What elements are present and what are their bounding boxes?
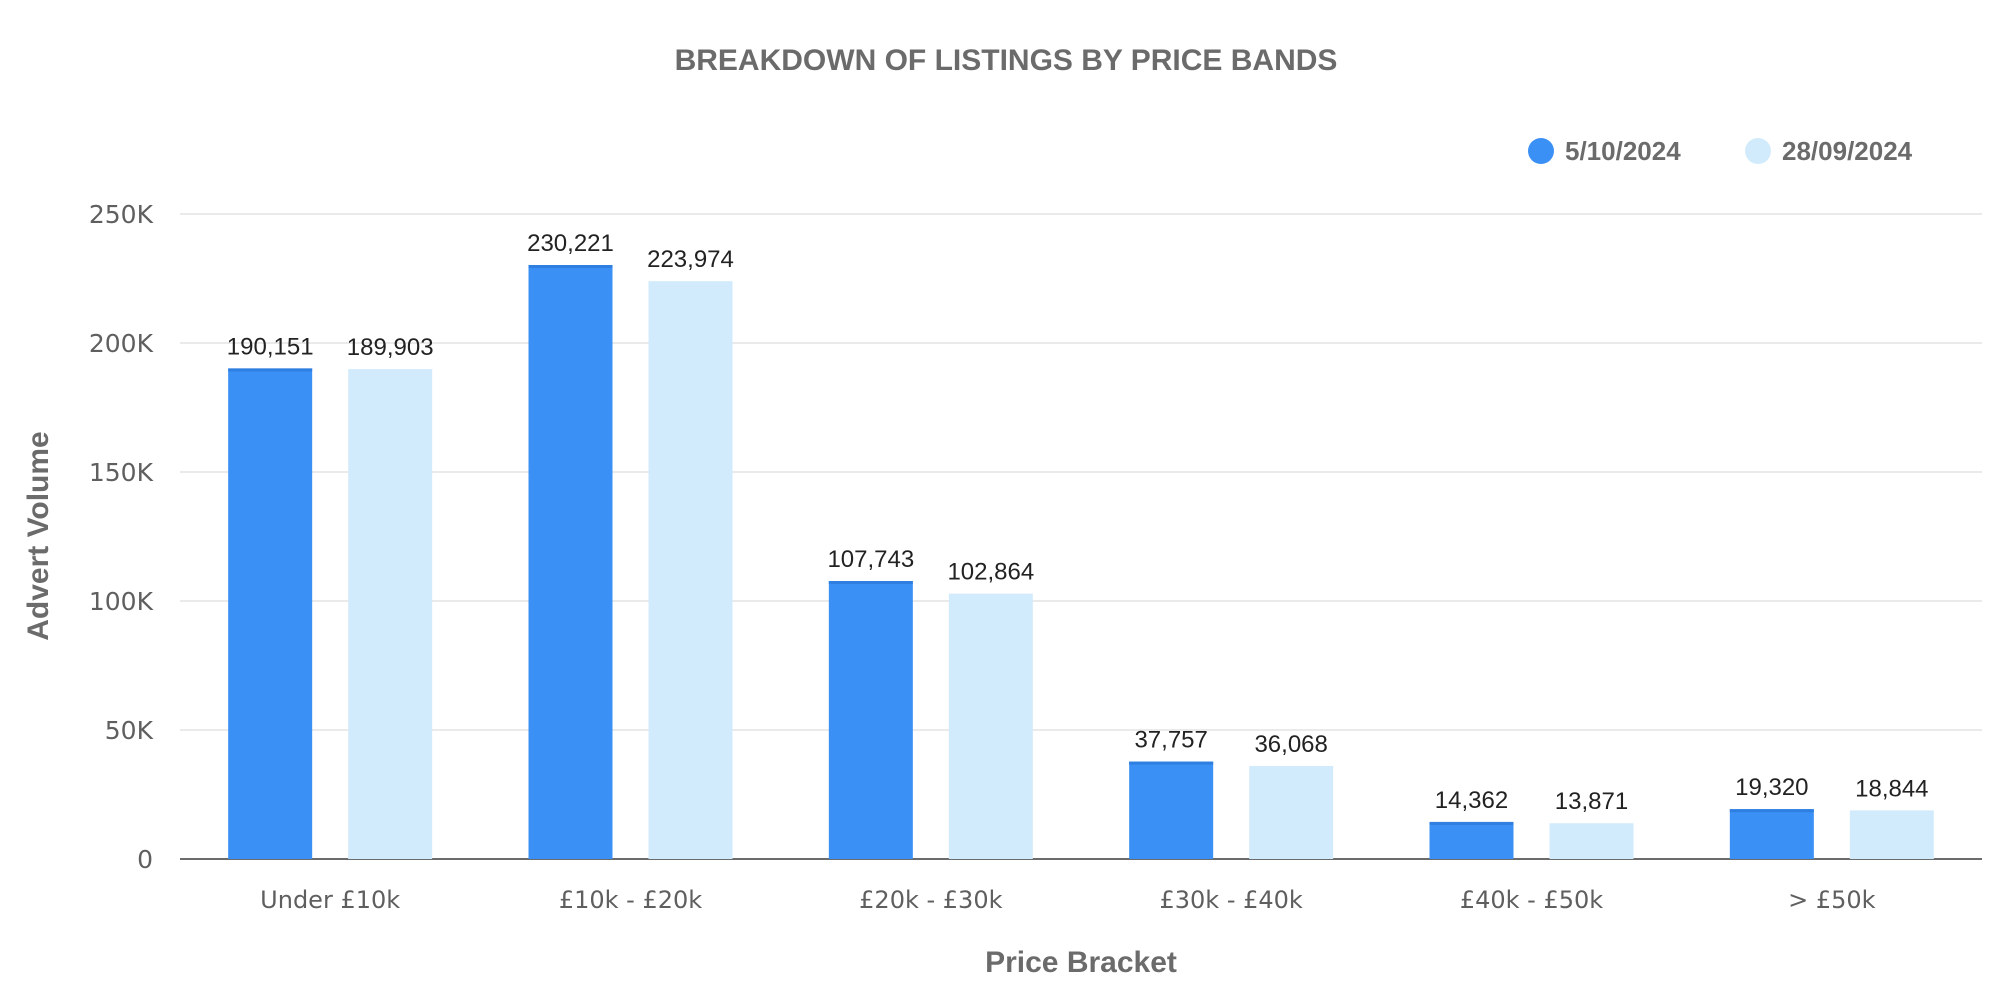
data-label: 19,320 bbox=[1735, 774, 1808, 801]
legend: 5/10/2024 28/09/2024 bbox=[1528, 136, 1913, 166]
data-labels: 190,151 189,903 230,221 223,974 107,743 102,8… bbox=[227, 230, 1929, 815]
data-label: 18,844 bbox=[1855, 775, 1928, 802]
data-label: 189,903 bbox=[347, 334, 434, 361]
data-label: 36,068 bbox=[1254, 731, 1327, 758]
bar bbox=[228, 368, 313, 859]
x-tick-label: Under £10k bbox=[260, 886, 400, 914]
bar bbox=[528, 265, 613, 860]
bar bbox=[1849, 810, 1934, 859]
data-label: 37,757 bbox=[1134, 727, 1207, 754]
gridlines bbox=[180, 213, 1982, 860]
bar-top-edge bbox=[828, 581, 913, 585]
legend-marker bbox=[1528, 138, 1554, 164]
data-label: 107,743 bbox=[827, 546, 914, 573]
y-tick-label: 50K bbox=[105, 716, 154, 745]
data-label: 190,151 bbox=[227, 333, 314, 360]
bar-top-edge bbox=[528, 265, 613, 269]
bar-top-edge bbox=[1129, 761, 1214, 765]
bar bbox=[948, 593, 1033, 859]
y-tick-label: 250K bbox=[89, 200, 154, 229]
bar bbox=[1129, 761, 1214, 859]
y-tick-label: 200K bbox=[89, 329, 154, 358]
data-label: 230,221 bbox=[527, 230, 614, 257]
bar bbox=[828, 581, 913, 859]
legend-marker bbox=[1745, 138, 1771, 164]
bar bbox=[1729, 809, 1814, 859]
y-tick-label: 100K bbox=[89, 587, 154, 616]
x-tick-label: £10k - £20k bbox=[559, 886, 702, 914]
chart-title: BREAKDOWN OF LISTINGS BY PRICE BANDS bbox=[675, 44, 1338, 77]
bar-top-edge bbox=[1729, 809, 1814, 813]
bar bbox=[1249, 765, 1334, 859]
bar bbox=[1429, 821, 1514, 859]
bar bbox=[1549, 823, 1634, 859]
data-label: 223,974 bbox=[647, 246, 734, 273]
bars bbox=[228, 265, 1934, 860]
data-label: 14,362 bbox=[1435, 787, 1508, 814]
data-label: 13,871 bbox=[1555, 788, 1628, 815]
y-tick-label: 150K bbox=[89, 458, 154, 487]
x-tick-label: £30k - £40k bbox=[1159, 886, 1302, 914]
bar-top-edge bbox=[228, 368, 313, 372]
legend-label[interactable]: 5/10/2024 bbox=[1565, 136, 1681, 166]
x-tick-label: £20k - £30k bbox=[859, 886, 1002, 914]
bar-top-edge bbox=[1429, 821, 1514, 825]
x-tick-label: > £50k bbox=[1788, 886, 1876, 914]
bar bbox=[648, 281, 733, 859]
legend-label[interactable]: 28/09/2024 bbox=[1782, 136, 1913, 166]
x-tick-label: £40k - £50k bbox=[1460, 886, 1603, 914]
bar bbox=[348, 369, 433, 859]
data-label: 102,864 bbox=[947, 559, 1034, 586]
x-axis-title: Price Bracket bbox=[985, 946, 1177, 979]
x-axis-ticks: Under £10k £10k - £20k £20k - £30k £30k - £… bbox=[260, 886, 1875, 914]
y-axis-title: Advert Volume bbox=[22, 431, 55, 641]
y-tick-label: 0 bbox=[137, 845, 153, 874]
y-axis-ticks: 0 50K 100K 150K 200K 250K bbox=[89, 200, 154, 874]
